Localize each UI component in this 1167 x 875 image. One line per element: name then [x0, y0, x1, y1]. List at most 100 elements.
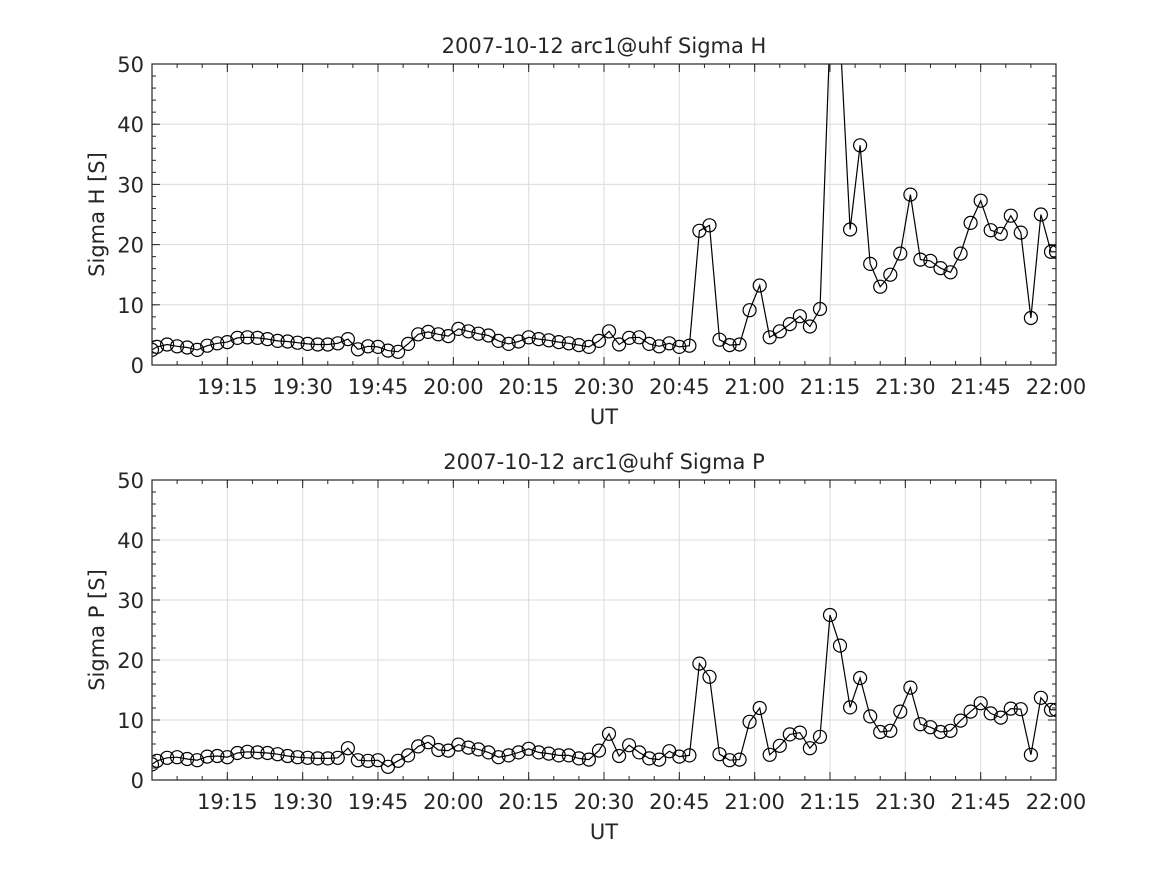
- data-point: [903, 187, 918, 202]
- data-point: [190, 753, 205, 768]
- data-point: [421, 735, 436, 750]
- data-point: [963, 704, 978, 719]
- data-point: [190, 342, 205, 357]
- y-tick-label: 50: [117, 469, 144, 493]
- x-tick-label: 21:00: [724, 790, 785, 814]
- x-axis-label: UT: [590, 820, 618, 844]
- x-tick-label: 19:45: [348, 375, 409, 399]
- chart-title: 2007-10-12 arc1@uhf Sigma P: [443, 450, 765, 474]
- data-point: [330, 750, 345, 765]
- data-point: [380, 343, 396, 358]
- data-point: [421, 324, 436, 339]
- data-point: [642, 751, 657, 766]
- data-point: [1003, 701, 1018, 716]
- data-point: [993, 226, 1008, 241]
- y-tick-label: 20: [117, 234, 144, 258]
- data-point: [762, 747, 777, 762]
- data-point: [752, 700, 767, 716]
- data-point: [200, 338, 215, 353]
- data-point: [883, 723, 898, 738]
- y-tick-label: 10: [117, 294, 144, 318]
- data-point: [501, 748, 516, 763]
- data-point: [883, 267, 898, 282]
- data-point: [983, 223, 998, 238]
- data-point: [842, 222, 858, 237]
- data-point: [1003, 208, 1018, 223]
- data-point: [160, 337, 175, 352]
- data-point: [370, 753, 386, 768]
- data-point: [531, 332, 546, 347]
- data-point: [350, 753, 365, 768]
- data-point: [732, 337, 747, 352]
- data-point: [702, 218, 717, 233]
- data-point: [1013, 225, 1028, 240]
- data-point: [330, 336, 345, 351]
- y-tick-label: 30: [117, 589, 144, 613]
- data-point: [501, 336, 516, 351]
- data-point: [1048, 244, 1056, 259]
- data-point: [662, 336, 677, 351]
- data-point: [802, 741, 818, 756]
- data-point: [893, 704, 908, 719]
- data-point: [832, 638, 848, 653]
- data-point: [170, 339, 185, 354]
- data-point: [210, 336, 225, 351]
- data-point: [802, 319, 818, 334]
- data-point: [873, 279, 888, 294]
- data-point: [160, 750, 175, 765]
- x-tick-label: 19:15: [197, 790, 258, 814]
- data-point: [471, 742, 486, 757]
- data-point: [152, 339, 165, 354]
- data-point: [913, 252, 928, 267]
- data-point: [230, 745, 245, 761]
- data-point: [973, 696, 988, 711]
- data-point: [943, 723, 958, 738]
- data-point: [1048, 702, 1056, 717]
- data-point: [772, 324, 787, 339]
- data-point: [310, 337, 325, 352]
- data-point: [692, 656, 707, 671]
- data-point: [672, 339, 687, 354]
- data-point: [561, 336, 576, 351]
- data-point: [220, 335, 235, 350]
- data-point: [682, 338, 697, 353]
- data-point: [561, 748, 576, 763]
- x-tick-label: 20:00: [423, 790, 484, 814]
- data-point: [511, 745, 526, 760]
- data-point: [732, 752, 747, 767]
- data-point: [1033, 690, 1049, 705]
- y-tick-label: 10: [117, 709, 144, 733]
- chart-panel-1: 0 10 20 30 40 50 19:15 19:30 19:45 20:00 20:15 20:3…: [85, 34, 1086, 429]
- data-point: [541, 746, 556, 761]
- data-point: [260, 332, 275, 347]
- x-tick-label: 20:30: [574, 375, 635, 399]
- data-point: [993, 710, 1008, 725]
- data-point: [772, 738, 787, 753]
- data-point: [742, 714, 757, 729]
- data-point: [632, 330, 647, 345]
- data-point: [601, 726, 617, 741]
- data-point: [571, 751, 587, 766]
- data-point: [923, 253, 938, 268]
- data-point: [621, 330, 637, 345]
- data-point: [852, 138, 868, 153]
- data-point: [340, 741, 355, 756]
- data-point: [240, 744, 255, 759]
- y-tick-label: 0: [131, 354, 144, 378]
- data-point: [280, 334, 295, 349]
- x-tick-label: 22:00: [1026, 790, 1087, 814]
- data-point: [682, 748, 697, 763]
- data-point: [320, 337, 335, 352]
- data-point: [822, 607, 838, 623]
- data-point: [320, 751, 335, 766]
- data-point: [792, 309, 808, 324]
- data-point: [521, 330, 536, 345]
- x-tick-label: 20:30: [574, 790, 635, 814]
- data-point: [752, 278, 767, 293]
- data-point: [531, 745, 546, 760]
- data-point: [571, 338, 587, 353]
- data-point: [360, 339, 376, 354]
- y-tick-label: 20: [117, 649, 144, 673]
- x-tick-label: 21:45: [950, 790, 1011, 814]
